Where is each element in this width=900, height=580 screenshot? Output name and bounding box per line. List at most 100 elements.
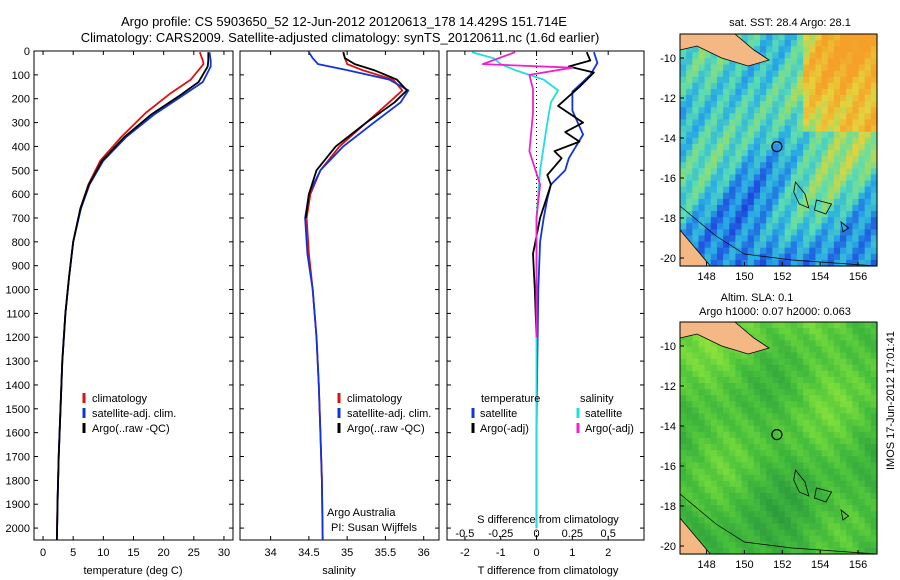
heatmap-cell (858, 364, 866, 372)
heatmap-cell (716, 474, 724, 482)
heatmap-cell (870, 180, 878, 188)
heatmap-cell (747, 450, 755, 457)
s-difference-tick-labels: -0.5 -0.25 0 0.25 0.5 (455, 528, 615, 540)
heatmap-cell (864, 401, 872, 409)
heatmap-cell (846, 180, 853, 188)
heatmap-cell (747, 82, 755, 90)
heatmap-cell (680, 486, 687, 494)
heatmap-cell (772, 119, 780, 127)
heatmap-cell (815, 535, 823, 543)
heatmap-cell (870, 101, 878, 108)
heatmap-cell (710, 499, 718, 506)
heatmap-cell (723, 444, 730, 451)
heatmap-cell (809, 168, 817, 176)
heatmap-cell (840, 474, 847, 482)
heatmap-cell (680, 413, 687, 421)
heatmap-cell (686, 150, 693, 157)
heatmap-cell (809, 125, 817, 133)
heatmap-cell (840, 247, 847, 255)
heatmap-cell (840, 492, 847, 500)
heatmap-cell (692, 101, 700, 108)
heatmap-cell (698, 217, 706, 224)
heatmap-cell (821, 401, 829, 409)
heatmap-cell (784, 192, 792, 200)
heatmap-cell (821, 217, 829, 224)
lat-tick-label: -12 (660, 93, 676, 105)
difference-lines (471, 51, 599, 529)
heatmap-cell (692, 217, 700, 224)
heatmap-cell (864, 95, 872, 102)
heatmap-cell (716, 64, 724, 72)
heatmap-cell (858, 180, 866, 188)
heatmap-cell (704, 499, 712, 506)
heatmap-cell (729, 444, 737, 451)
heatmap-cell (778, 241, 786, 249)
heatmap-cell (778, 211, 786, 218)
heatmap-cell (864, 143, 872, 151)
heatmap-cell (864, 107, 872, 114)
heatmap-cell (815, 76, 823, 84)
heatmap-cell (809, 383, 817, 390)
heatmap-cell (809, 192, 817, 200)
heatmap-cell (815, 468, 823, 476)
heatmap-cell (760, 389, 767, 396)
heatmap-cell (766, 34, 773, 41)
heatmap-cell (760, 376, 767, 384)
heatmap-cell (723, 358, 730, 366)
heatmap-cell (760, 340, 767, 348)
heatmap-cell (858, 505, 866, 512)
heatmap-cell (796, 328, 804, 335)
heatmap-cell (735, 535, 743, 543)
heatmap-cell (827, 499, 835, 506)
heatmap-cell (796, 413, 804, 421)
heatmap-cell (747, 358, 755, 366)
heatmap-cell (784, 34, 792, 41)
heatmap-cell (790, 523, 798, 531)
heatmap-cell (772, 253, 780, 261)
heatmap-cell (858, 223, 866, 230)
heatmap-cell (735, 131, 743, 139)
heatmap-cell (760, 529, 767, 537)
heatmap-cell (704, 131, 712, 139)
heatmap-cell (796, 529, 804, 537)
heatmap-cell (735, 529, 743, 537)
heatmap-cell (753, 235, 761, 243)
heatmap-cell (852, 529, 860, 537)
heatmap-cell (747, 241, 755, 249)
heatmap-cell (741, 438, 749, 445)
heatmap-cell (815, 523, 823, 531)
heatmap-cell (864, 456, 872, 464)
heatmap-cell (716, 150, 724, 157)
heatmap-cell (809, 58, 817, 66)
heatmap-cell (796, 535, 804, 543)
heatmap-cell (803, 358, 810, 366)
heatmap-cell (864, 383, 872, 390)
heatmap-cell (852, 438, 860, 445)
heatmap-cell (852, 82, 860, 90)
heatmap-cell (772, 113, 780, 121)
heatmap-cell (778, 340, 786, 348)
heatmap-cell (680, 444, 687, 451)
heatmap-cell (716, 101, 724, 108)
heatmap-cell (784, 541, 792, 549)
heatmap-cell (723, 229, 730, 237)
heatmap-cell (735, 444, 743, 451)
heatmap-cell (741, 395, 749, 402)
x-tick-label: 5 (70, 547, 76, 559)
heatmap-cell (753, 499, 761, 506)
heatmap-cell (796, 383, 804, 390)
heatmap-cell (704, 107, 712, 114)
heatmap-cell (846, 389, 853, 396)
heatmap-cell (723, 217, 730, 224)
heatmap-cell (778, 150, 786, 157)
heatmap-cell (821, 192, 829, 200)
heatmap-cell (827, 101, 835, 108)
heatmap-cell (704, 438, 712, 445)
heatmap-cell (858, 40, 866, 47)
heatmap-cell (827, 340, 835, 348)
heatmap-cell (858, 198, 866, 206)
heatmap-cell (784, 52, 792, 60)
heatmap-cell (680, 376, 687, 384)
heatmap-cell (747, 131, 755, 139)
reef-outline (814, 487, 833, 503)
